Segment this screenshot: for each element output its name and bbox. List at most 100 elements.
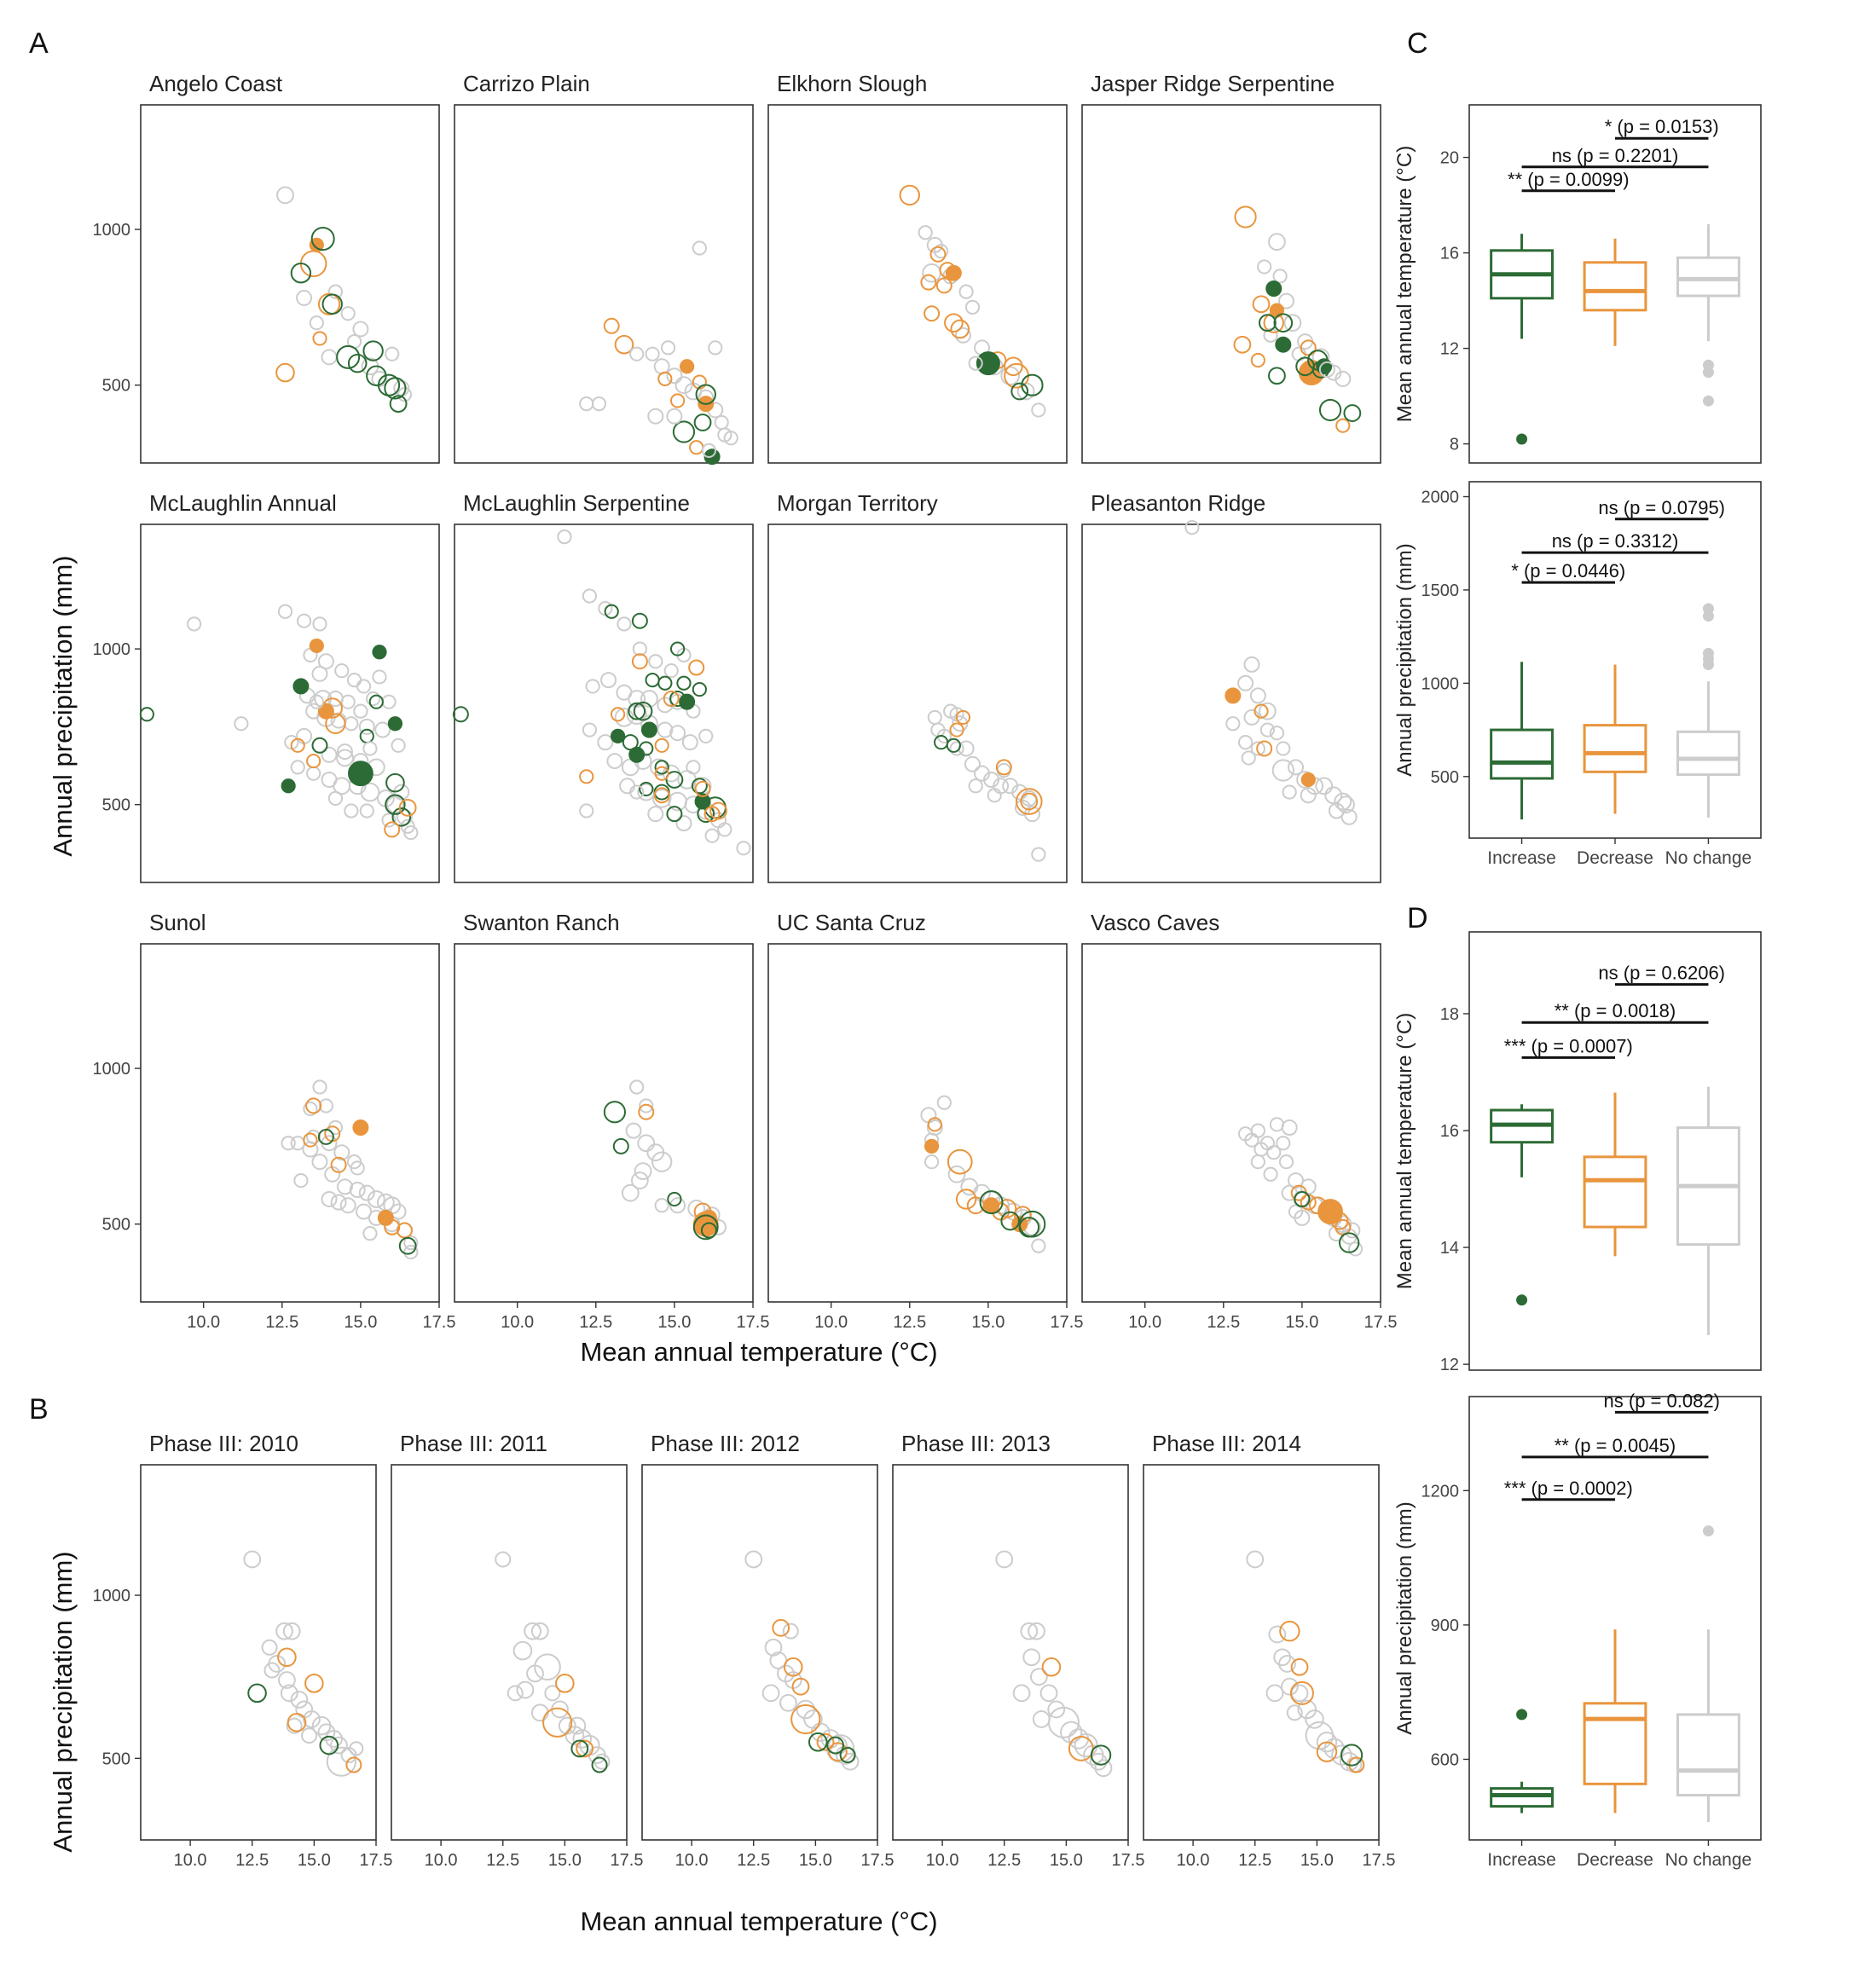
point-no-change [1237, 735, 1254, 750]
point-decrease [631, 653, 648, 670]
point-no-change [779, 1693, 797, 1712]
point-no-change [312, 616, 327, 632]
point-decrease [688, 659, 705, 676]
point-no-change [1288, 1172, 1305, 1189]
point-decrease [920, 274, 937, 291]
point-increase [290, 263, 312, 284]
box-no-change [1676, 730, 1740, 777]
point-no-change [557, 529, 572, 545]
y-tick-label: 1200 [1421, 1482, 1460, 1501]
y-tick-label: 20 [1440, 149, 1459, 168]
point-no-change [1335, 370, 1352, 387]
point-decrease [1020, 792, 1039, 811]
point-no-change [1324, 786, 1343, 805]
point-decrease [783, 1657, 803, 1677]
y-tick-label: 1000 [93, 1060, 131, 1079]
y-tick-label: 8 [1450, 436, 1459, 454]
x-tick-label: 10.0 [1177, 1851, 1210, 1870]
point-decrease [384, 1218, 401, 1235]
box-decrease [1583, 724, 1647, 773]
point-no-change [350, 1160, 365, 1176]
point-no-change [640, 690, 658, 708]
point-decrease [352, 1119, 369, 1136]
point-no-change [918, 225, 933, 240]
outlier-point [1702, 1525, 1714, 1537]
point-no-change [302, 1141, 319, 1158]
point-no-change [936, 1095, 952, 1110]
point-no-change [1328, 802, 1345, 819]
point-no-change [1268, 1625, 1287, 1644]
point-no-change [327, 790, 344, 806]
point-no-change [344, 803, 359, 819]
point-decrease [303, 1132, 318, 1148]
point-no-change [828, 1735, 848, 1756]
boxplot-precipitation: 600 900 1200 Annual precipitation (mm) Incre… [1393, 1390, 1762, 1870]
y-axis-label: Annual precipitation (mm) [1393, 1501, 1416, 1734]
point-decrease [689, 440, 704, 455]
point-no-change [704, 828, 720, 843]
point-increase [1294, 1190, 1311, 1207]
point-increase [640, 721, 657, 738]
point-no-change [669, 1197, 686, 1214]
point-increase [391, 807, 412, 827]
point-increase [1021, 373, 1044, 396]
y-tick-label: 16 [1440, 245, 1459, 263]
point-no-change [303, 1101, 318, 1117]
point-no-change [280, 1684, 298, 1703]
point-no-change [954, 327, 971, 344]
point-no-change [344, 716, 359, 732]
x-tick-label: No change [1665, 1850, 1752, 1870]
point-decrease [663, 691, 680, 708]
point-no-change [1305, 1709, 1324, 1729]
point-no-change [922, 263, 941, 283]
point-no-change [530, 1622, 549, 1640]
x-tick-label: 12.5 [987, 1851, 1021, 1870]
point-no-change [651, 789, 672, 808]
panel-b-x-axis-label: Mean annual temperature (°C) [580, 1906, 937, 1936]
point-decrease [1004, 356, 1023, 377]
point-no-change [306, 766, 321, 781]
x-tick-label: 12.5 [893, 1313, 926, 1332]
point-decrease [638, 1103, 655, 1120]
outlier-point [1516, 433, 1528, 445]
point-no-change [349, 1741, 364, 1756]
point-increase [1018, 1210, 1046, 1238]
point-no-change [1281, 1119, 1298, 1136]
point-increase [347, 761, 373, 787]
point-decrease [277, 1647, 297, 1668]
point-no-change [321, 349, 338, 366]
point-increase [676, 675, 692, 691]
x-tick-label: 10.0 [1128, 1313, 1161, 1332]
facet-frame [140, 524, 440, 883]
point-no-change [360, 782, 380, 802]
panel-c-boxplots: 8 12 16 20 Mean annual temperature (°C) ** (p… [1393, 104, 1762, 868]
point-decrease [1254, 703, 1269, 719]
point-no-change [296, 289, 313, 306]
x-tick-label: 15.0 [298, 1851, 331, 1870]
y-tick-label: 900 [1431, 1617, 1459, 1635]
point-decrease [1225, 687, 1242, 704]
point-no-change [1250, 741, 1265, 756]
outlier-point [1702, 647, 1714, 659]
point-decrease [275, 362, 295, 383]
facet-frame [454, 104, 754, 464]
point-increase [1000, 1211, 1020, 1231]
point-no-change [317, 653, 334, 670]
y-tick-label: 500 [1431, 768, 1459, 787]
significance-label: ns (p = 0.2201) [1552, 145, 1679, 166]
point-no-change [1277, 292, 1294, 309]
significance-label: *** (p = 0.0007) [1504, 1035, 1633, 1056]
point-no-change [353, 703, 368, 719]
significance-label: * (p = 0.0153) [1605, 116, 1719, 137]
point-decrease [816, 1733, 835, 1751]
point-no-change [381, 813, 397, 828]
point-no-change [356, 679, 372, 694]
box-decrease [1583, 1155, 1647, 1229]
point-increase [1343, 404, 1362, 422]
point-no-change [1047, 1700, 1066, 1719]
facet-elkhorn-slough: Elkhorn Slough [767, 71, 1068, 464]
point-increase [368, 694, 384, 709]
point-no-change [1344, 1222, 1361, 1239]
point-no-change [311, 1154, 328, 1171]
